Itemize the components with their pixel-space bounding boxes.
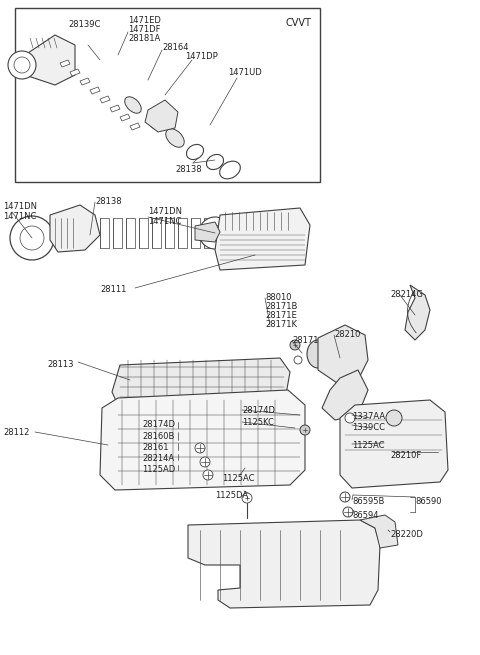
Polygon shape xyxy=(60,60,70,67)
Ellipse shape xyxy=(307,340,329,368)
Polygon shape xyxy=(139,218,148,248)
Circle shape xyxy=(203,470,213,480)
Text: 28161: 28161 xyxy=(142,443,168,452)
Circle shape xyxy=(20,226,44,250)
Ellipse shape xyxy=(125,97,141,113)
Text: 28210: 28210 xyxy=(334,330,360,339)
Polygon shape xyxy=(50,205,100,252)
Text: 1125AC: 1125AC xyxy=(222,474,254,483)
Ellipse shape xyxy=(186,145,204,160)
Text: 28111: 28111 xyxy=(100,285,126,294)
Circle shape xyxy=(300,425,310,435)
Bar xyxy=(15,8,320,182)
Polygon shape xyxy=(100,390,305,490)
Circle shape xyxy=(195,443,205,453)
Text: 1125AD: 1125AD xyxy=(142,465,175,474)
Circle shape xyxy=(340,492,350,502)
Text: 28171B: 28171B xyxy=(265,302,298,311)
Polygon shape xyxy=(130,123,140,130)
Polygon shape xyxy=(100,218,109,248)
Text: 1471NC: 1471NC xyxy=(148,217,181,226)
Polygon shape xyxy=(195,222,220,242)
Polygon shape xyxy=(110,105,120,112)
Polygon shape xyxy=(405,285,430,340)
Text: 86594: 86594 xyxy=(352,511,379,520)
Text: 28171E: 28171E xyxy=(265,311,297,320)
Circle shape xyxy=(386,410,402,426)
Text: 1471UD: 1471UD xyxy=(228,68,262,77)
Polygon shape xyxy=(188,520,380,608)
Text: 28171K: 28171K xyxy=(265,320,297,329)
Text: 28164: 28164 xyxy=(162,43,189,52)
Text: 28171: 28171 xyxy=(292,336,319,345)
Text: 1125KC: 1125KC xyxy=(242,418,274,427)
Text: 28181A: 28181A xyxy=(128,34,160,43)
Circle shape xyxy=(207,225,223,241)
Ellipse shape xyxy=(220,161,240,179)
Polygon shape xyxy=(152,218,161,248)
Text: 1125DA: 1125DA xyxy=(215,491,248,500)
Circle shape xyxy=(14,57,30,73)
Text: 1471DP: 1471DP xyxy=(185,52,218,61)
Text: 28214G: 28214G xyxy=(390,290,423,299)
Polygon shape xyxy=(360,515,398,548)
Text: 28112: 28112 xyxy=(3,428,29,437)
Circle shape xyxy=(242,493,252,503)
Polygon shape xyxy=(318,325,368,385)
Circle shape xyxy=(294,356,302,364)
Text: 86590: 86590 xyxy=(415,497,442,506)
Text: 28113: 28113 xyxy=(47,360,73,369)
Text: 28160B: 28160B xyxy=(142,432,174,441)
Polygon shape xyxy=(340,400,448,488)
Circle shape xyxy=(10,216,54,260)
Polygon shape xyxy=(165,218,174,248)
Text: 28138: 28138 xyxy=(95,197,121,206)
Circle shape xyxy=(200,457,210,467)
Text: 1471NC: 1471NC xyxy=(3,212,36,221)
Polygon shape xyxy=(178,218,187,248)
Text: 28174D: 28174D xyxy=(142,420,175,429)
Polygon shape xyxy=(191,218,200,248)
Text: 28174D: 28174D xyxy=(242,406,275,415)
Text: 1471DN: 1471DN xyxy=(3,202,37,211)
Polygon shape xyxy=(126,218,135,248)
Polygon shape xyxy=(90,87,100,94)
Text: 86595B: 86595B xyxy=(352,497,384,506)
Circle shape xyxy=(290,340,300,350)
Polygon shape xyxy=(204,218,213,248)
Polygon shape xyxy=(145,100,178,132)
Polygon shape xyxy=(113,218,122,248)
Text: 1337AA: 1337AA xyxy=(352,412,385,421)
Circle shape xyxy=(199,217,231,249)
Text: 28138: 28138 xyxy=(175,165,202,174)
Polygon shape xyxy=(112,358,290,405)
Text: 28210F: 28210F xyxy=(390,451,421,460)
Circle shape xyxy=(345,413,355,423)
Text: 1125AC: 1125AC xyxy=(352,441,384,450)
Text: 28220D: 28220D xyxy=(390,530,423,539)
Text: 28214A: 28214A xyxy=(142,454,174,463)
Polygon shape xyxy=(80,78,90,85)
Ellipse shape xyxy=(147,114,163,130)
Ellipse shape xyxy=(166,129,184,147)
Text: 28139C: 28139C xyxy=(68,20,100,29)
Text: 1471ED: 1471ED xyxy=(128,16,161,25)
Text: 1471DN: 1471DN xyxy=(148,207,182,216)
Circle shape xyxy=(343,507,353,517)
Polygon shape xyxy=(322,370,368,420)
Ellipse shape xyxy=(206,155,224,170)
Polygon shape xyxy=(100,96,110,103)
Text: CVVT: CVVT xyxy=(285,18,311,28)
Polygon shape xyxy=(215,208,310,270)
Polygon shape xyxy=(70,69,80,76)
Circle shape xyxy=(8,51,36,79)
Text: 88010: 88010 xyxy=(265,293,291,302)
Text: 1339CC: 1339CC xyxy=(352,423,385,432)
Polygon shape xyxy=(120,114,130,121)
Polygon shape xyxy=(25,35,75,85)
Text: 1471DF: 1471DF xyxy=(128,25,160,34)
